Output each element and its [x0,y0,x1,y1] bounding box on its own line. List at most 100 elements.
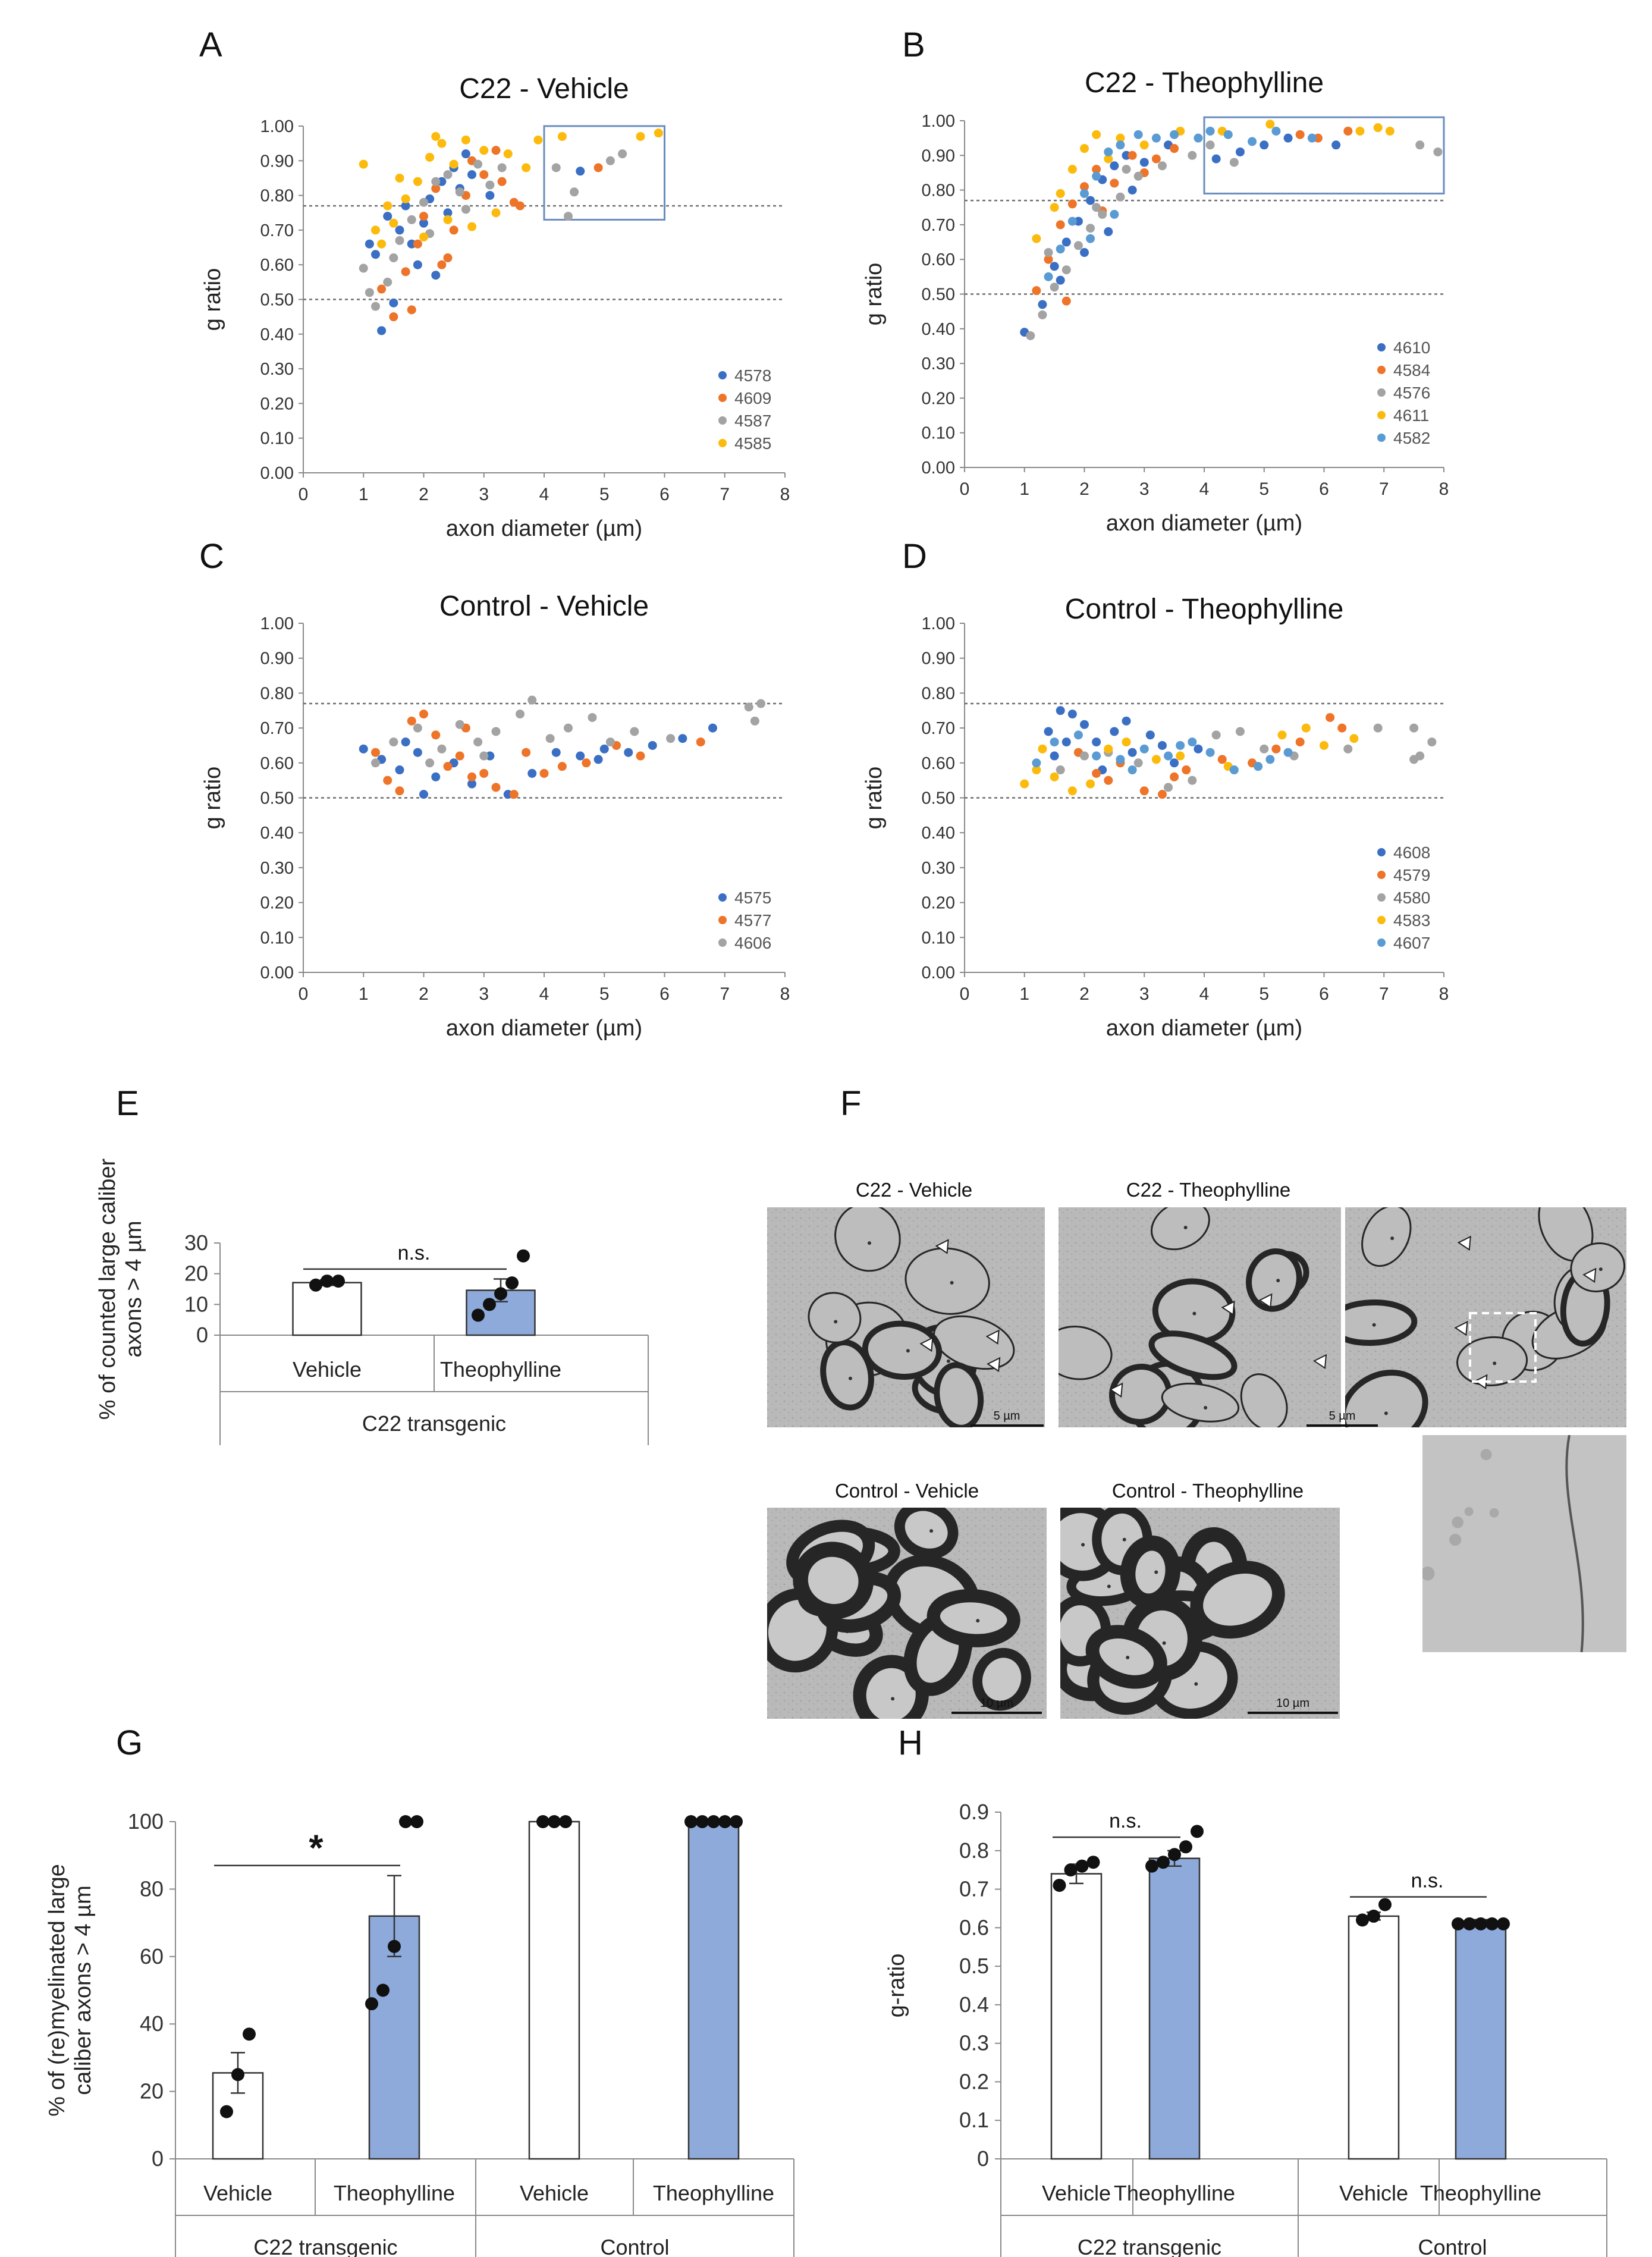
data-dot [243,2027,256,2041]
data-point [1044,255,1053,264]
legend-label: 4575 [734,889,771,907]
x-axis-label: axon diameter (µm) [446,516,642,541]
data-point [576,167,585,176]
legend-marker [1377,434,1386,442]
data-point [1026,331,1035,340]
y-axis-label: % of (re)myelinated large caliber axons >… [45,1864,96,2117]
category-label: Vehicle [293,1357,362,1382]
data-point [1188,150,1197,160]
axon-profile [808,1292,862,1343]
y-axis-label-line: % of (re)myelinated large [45,1864,70,2117]
x-tick-label: 3 [479,984,489,1004]
y-tick-label: 0.70 [260,719,294,738]
data-point [1067,199,1077,209]
data-point [491,727,501,736]
legend-marker [1377,343,1386,351]
data-point [576,751,585,761]
data-point [365,239,374,249]
data-point [437,744,447,754]
data-point [497,177,507,186]
data-point [1020,779,1029,789]
bar [1348,1915,1400,2160]
data-point [599,744,609,754]
organelle [1464,1507,1474,1517]
bar-panel-g-ratio: 0 0.1 0.2 0.3 0.4 0.5 0.6 0.7 0.8 0.9 g-ratio Vehic… [884,1800,1607,2257]
data-point [593,755,603,764]
y-tick-label: 0.90 [922,146,955,165]
category-label: Theophylline [440,1357,561,1382]
organelle [848,1376,852,1380]
organelle [1126,1655,1130,1659]
legend-label: 4610 [1393,338,1430,357]
data-point [533,135,543,145]
chart-title: C22 - Theophylline [1085,67,1324,99]
panel-letter-h: H [898,1724,923,1762]
y-tick-label: 0.10 [260,429,294,448]
series-4576 [1026,140,1443,340]
data-point [666,734,676,743]
data-point [1211,154,1221,164]
data-point [413,723,422,733]
x-tick-label: 0 [299,485,309,504]
x-tick-label: 2 [1079,479,1089,499]
x-tick-label: 7 [1379,984,1389,1004]
data-point [527,695,537,705]
data-dot [684,1815,698,1828]
x-tick-label: 1 [359,984,369,1004]
data-point [1133,171,1143,181]
data-point [1056,765,1065,775]
data-point [383,212,392,221]
data-point [443,762,453,771]
legend-marker [1377,388,1386,397]
x-tick-label: 5 [599,485,610,504]
data-point [1080,720,1089,729]
data-point [1050,751,1059,761]
data-point [401,194,410,203]
data-point [1032,234,1041,243]
arrowhead-marker [1258,1293,1273,1308]
data-point [527,768,537,778]
category-label: Theophylline [334,2181,455,2205]
data-point [371,758,380,768]
data-point [1235,727,1245,736]
x-tick-label: 7 [720,984,730,1004]
data-dot [1086,1856,1100,1869]
data-point [1265,755,1275,764]
x-tick-label: 8 [1439,479,1449,499]
data-point [1164,751,1173,761]
data-point [1056,244,1065,254]
y-tick-label: 0.40 [922,824,955,843]
data-point [1343,744,1353,754]
data-point [557,131,567,141]
data-dot [365,1997,378,2011]
data-point [1032,765,1041,775]
data-point [1116,133,1125,143]
arrowhead-marker [1313,1354,1327,1370]
data-point [1086,196,1095,205]
data-point [401,201,410,211]
y-tick-label: 0.90 [922,649,955,668]
series-4584 [1032,126,1353,306]
y-tick-label: 0.70 [260,221,294,240]
data-point [1092,751,1101,761]
data-point [1385,126,1395,136]
data-point [1409,723,1419,733]
data-point [497,163,507,172]
panel-letter-d: D [902,537,927,576]
y-axis-label: g ratio [862,263,887,326]
data-point [624,748,633,757]
data-point [1157,740,1167,750]
data-point [437,260,447,269]
data-dot [707,1815,720,1828]
y-tick-label: 0.80 [260,187,294,206]
group-label: Control [600,2235,669,2257]
data-point [1056,275,1065,285]
y-tick-label: 0.30 [922,354,955,373]
data-point [1205,748,1215,757]
data-point [1044,272,1053,281]
y-tick-label: 20 [184,1261,208,1286]
bar [1455,1921,1507,2160]
panel-letter-c: C [199,537,224,576]
data-point [479,146,489,155]
category-label: Vehicle [1042,2181,1111,2205]
